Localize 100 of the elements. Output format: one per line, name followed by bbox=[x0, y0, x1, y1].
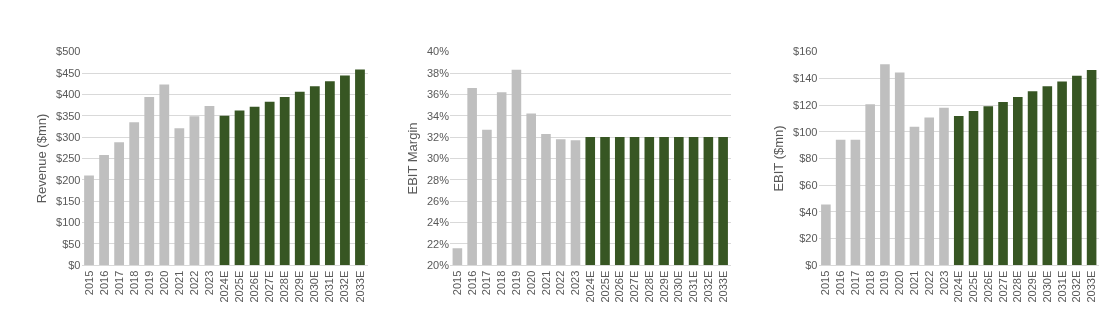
bar bbox=[204, 105, 215, 266]
x-tick-label: 2018 bbox=[127, 270, 140, 296]
x-tick-label: 2032E bbox=[1070, 270, 1083, 303]
x-tick-label: 2029E bbox=[657, 270, 670, 303]
y-tick-label: 28% bbox=[426, 173, 450, 186]
bar bbox=[294, 91, 305, 266]
x-tick-label: 2026E bbox=[981, 270, 994, 303]
x-tick-label: 2027E bbox=[263, 270, 276, 303]
x-tick-label: 2018 bbox=[863, 270, 876, 296]
bar bbox=[99, 155, 109, 266]
x-tick-label: 2019 bbox=[510, 270, 523, 296]
y-tick-label: $150 bbox=[56, 195, 81, 208]
y-tick-label: $120 bbox=[793, 98, 818, 111]
y-tick-label: 40% bbox=[426, 45, 450, 58]
bar bbox=[309, 86, 320, 266]
bar bbox=[1057, 81, 1067, 266]
x-tick-label: 2023 bbox=[569, 270, 582, 296]
x-tick-label: 2017 bbox=[848, 270, 861, 296]
y-axis-title: Revenue ($mn) bbox=[33, 113, 49, 204]
bar bbox=[129, 122, 140, 266]
bar bbox=[340, 75, 350, 266]
bar bbox=[998, 101, 1008, 266]
bar bbox=[174, 128, 185, 266]
x-tick-label: 2030E bbox=[308, 270, 321, 303]
bar bbox=[1072, 75, 1082, 266]
x-tick-label: 2021 bbox=[539, 270, 552, 296]
x-tick-label: 2022 bbox=[187, 270, 200, 296]
y-tick-label: $250 bbox=[56, 152, 81, 165]
x-tick-label: 2023 bbox=[937, 270, 950, 296]
y-tick-label: $100 bbox=[793, 125, 818, 138]
y-tick-label: 36% bbox=[426, 88, 450, 101]
x-tick-label: 2028E bbox=[1011, 270, 1024, 303]
bar bbox=[84, 175, 94, 266]
x-tick-label: 2019 bbox=[878, 270, 891, 296]
bar bbox=[850, 139, 861, 266]
x-tick-label: 2028E bbox=[642, 270, 655, 303]
y-tick-label: $40 bbox=[799, 205, 818, 218]
bar bbox=[264, 101, 275, 266]
x-tick-label: 2033E bbox=[353, 270, 366, 303]
bar bbox=[249, 106, 260, 266]
x-tick-label: 2025E bbox=[233, 270, 246, 303]
x-tick-label: 2025E bbox=[598, 270, 611, 303]
y-tick-label: $60 bbox=[799, 179, 818, 192]
y-tick-label: $350 bbox=[56, 109, 81, 122]
bar bbox=[279, 96, 290, 266]
x-tick-label: 2027E bbox=[996, 270, 1009, 303]
y-tick-label: $100 bbox=[56, 216, 81, 229]
x-tick-label: 2022 bbox=[922, 270, 935, 296]
x-tick-label: 2018 bbox=[495, 270, 508, 296]
bar bbox=[219, 115, 230, 266]
bar bbox=[909, 126, 920, 266]
bar bbox=[924, 117, 935, 266]
x-tick-label: 2024E bbox=[583, 270, 596, 303]
x-tick-label: 2015 bbox=[450, 270, 463, 296]
x-tick-label: 2030E bbox=[672, 270, 685, 303]
y-tick-label: 38% bbox=[426, 66, 450, 79]
x-tick-label: 2026E bbox=[248, 270, 261, 303]
y-tick-label: 22% bbox=[426, 237, 450, 250]
x-tick-label: 2020 bbox=[893, 270, 906, 296]
bar bbox=[894, 72, 905, 266]
bar bbox=[835, 139, 846, 266]
y-axis-title: EBIT Margin bbox=[404, 122, 420, 195]
y-tick-label: $200 bbox=[56, 173, 81, 186]
x-tick-label: 2022 bbox=[554, 270, 567, 296]
y-tick-label: $160 bbox=[793, 45, 818, 58]
y-tick-label: 24% bbox=[426, 216, 450, 229]
bar bbox=[953, 116, 964, 266]
y-tick-label: $300 bbox=[56, 130, 81, 143]
x-tick-label: 2029E bbox=[1026, 270, 1039, 303]
x-tick-label: 2019 bbox=[142, 270, 155, 296]
x-tick-label: 2027E bbox=[628, 270, 641, 303]
x-tick-label: 2016 bbox=[465, 270, 478, 296]
y-tick-label: 34% bbox=[426, 109, 450, 122]
x-tick-label: 2033E bbox=[716, 270, 729, 303]
bar bbox=[1027, 91, 1038, 266]
bar bbox=[1086, 69, 1097, 266]
x-tick-label: 2032E bbox=[701, 270, 714, 303]
bar bbox=[865, 104, 875, 266]
x-tick-label: 2031E bbox=[323, 270, 336, 303]
bar bbox=[189, 116, 200, 266]
x-tick-label: 2028E bbox=[278, 270, 291, 303]
x-tick-label: 2021 bbox=[172, 270, 185, 296]
y-tick-label: 32% bbox=[426, 130, 450, 143]
bar bbox=[880, 64, 890, 266]
bar bbox=[1013, 97, 1023, 266]
x-tick-label: 2031E bbox=[687, 270, 700, 303]
y-tick-label: 30% bbox=[426, 152, 450, 165]
x-tick-label: 2033E bbox=[1085, 270, 1098, 303]
x-tick-label: 2020 bbox=[157, 270, 170, 296]
x-tick-label: 2015 bbox=[819, 270, 832, 296]
x-tick-label: 2024E bbox=[952, 270, 965, 303]
y-tick-label: $0 bbox=[805, 259, 818, 272]
y-tick-label: $450 bbox=[56, 66, 81, 79]
x-tick-label: 2032E bbox=[338, 270, 351, 303]
y-tick-label: $80 bbox=[799, 152, 818, 165]
x-tick-label: 2024E bbox=[218, 270, 231, 303]
x-tick-label: 2025E bbox=[967, 270, 980, 303]
x-tick-label: 2017 bbox=[480, 270, 493, 296]
x-tick-label: 2030E bbox=[1040, 270, 1053, 303]
bar bbox=[939, 107, 949, 266]
